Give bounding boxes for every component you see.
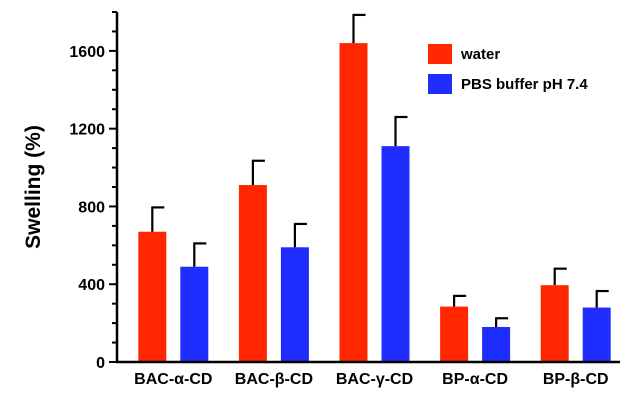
y-tick-label-1: 0 (96, 355, 105, 372)
bar-pbs-3 (381, 146, 410, 362)
labels-layer: BAC-α-CD BAC-β-CD BAC-γ-CD BP-α-CD BP-β-CD 0 4… (22, 44, 609, 388)
legend-swatch-pbs (428, 74, 452, 94)
bar-pbs-1 (180, 266, 209, 362)
y-tick-label-2: 400 (78, 277, 105, 294)
y-tick-label-5: 1600 (69, 44, 105, 61)
y-axis-title: Swelling (%) (22, 125, 45, 249)
legend: water PBS buffer pH 7.4 (428, 44, 588, 94)
bar-water-1 (138, 231, 167, 362)
bar-water-4 (440, 306, 469, 362)
legend-swatch-water (428, 44, 452, 64)
x-tick-label-4: BP-α-CD (442, 371, 508, 388)
y-tick-label-4: 1200 (69, 122, 105, 139)
bar-pbs-2 (280, 247, 309, 362)
bar-water-3 (339, 43, 368, 362)
x-tick-label-2: BAC-β-CD (235, 371, 313, 388)
x-tick-label-5: BP-β-CD (543, 371, 609, 388)
axes-layer (109, 11, 620, 364)
legend-label-water: water (460, 46, 500, 63)
y-tick-label-3: 800 (78, 199, 105, 216)
bar-pbs-4 (482, 327, 511, 362)
bar-pbs-5 (582, 307, 611, 362)
bars-layer (138, 13, 611, 362)
x-tick-label-3: BAC-γ-CD (336, 371, 413, 388)
legend-label-pbs: PBS buffer pH 7.4 (461, 76, 588, 93)
bar-water-2 (238, 185, 267, 362)
bar-water-5 (540, 285, 569, 362)
x-tick-label-1: BAC-α-CD (134, 371, 212, 388)
